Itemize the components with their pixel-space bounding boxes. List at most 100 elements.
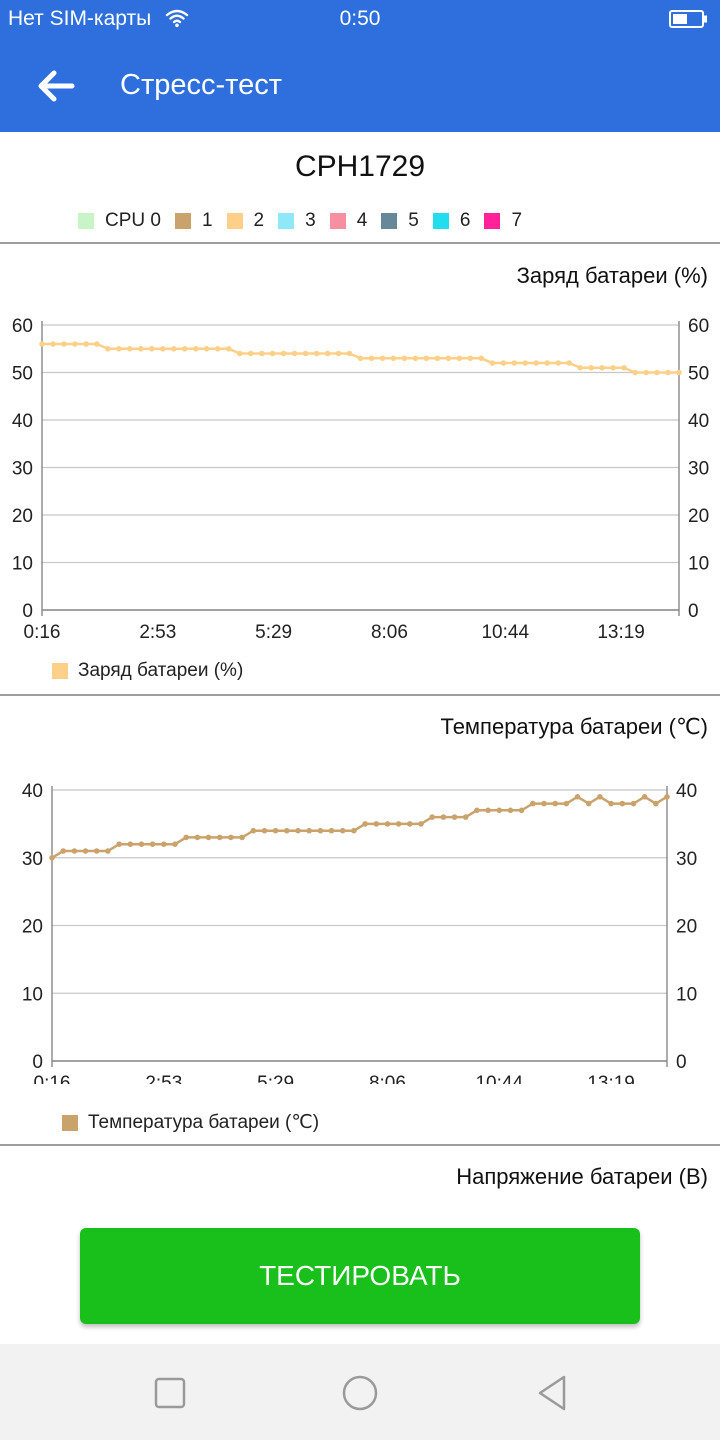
charge-chart-data-point [643, 369, 649, 376]
charge-chart-data-point [423, 355, 430, 362]
charge-chart-data-point [193, 346, 199, 352]
temperature-chart-legend: Температура батареи (℃) [62, 1111, 319, 1134]
temperature-chart: 0 0 10 10 20 20 30 30 40 40 0:16 2:53 5:29 8:06 10:44 1… [22, 781, 697, 1084]
temperature-chart-x-tick: 10:44 [475, 1073, 523, 1084]
temperature-chart-data-point [82, 848, 89, 854]
cpu-legend-label: 3 [305, 210, 316, 231]
charge-chart-y-tick-left: 20 [12, 506, 33, 527]
cpu-legend-swatch [226, 213, 243, 229]
cpu-legend-label: CPU 0 [105, 210, 161, 231]
temperature-chart-data-point [418, 821, 424, 827]
temperature-chart-data-point [619, 800, 626, 807]
charge-chart-data-point [456, 355, 463, 362]
charge-chart-y-tick-right: 50 [688, 364, 709, 385]
divider [0, 1144, 720, 1146]
temperature-chart-data-point [362, 821, 368, 827]
temperature-chart-data-point [585, 800, 592, 807]
cpu-legend-label: 5 [408, 210, 419, 231]
temperature-chart-data-point [194, 834, 201, 841]
charge-chart-data-point [225, 346, 232, 352]
charge-chart-y-tick-right: 60 [688, 316, 709, 337]
charge-chart-data-point [390, 355, 397, 362]
wifi-icon [165, 9, 189, 28]
cpu-legend-swatch [381, 213, 398, 229]
charge-chart-data-point [599, 365, 605, 371]
temperature-legend-swatch [62, 1114, 78, 1131]
temperature-chart-data-point [373, 821, 380, 827]
charge-chart-x-tick: 10:44 [481, 622, 529, 643]
status-bar: Нет SIM-карты 0:50 [0, 0, 720, 38]
temperature-chart-data-point [306, 827, 313, 834]
charge-chart-data-point [368, 355, 375, 362]
charge-chart-data-point [522, 360, 528, 366]
temperature-chart-x-tick: 5:29 [257, 1073, 294, 1084]
divider [0, 694, 720, 696]
charge-chart-data-point [72, 341, 78, 347]
temperature-chart-data-point [395, 821, 402, 827]
charge-chart-data-point [632, 369, 638, 376]
temperature-chart-data-point [116, 841, 122, 847]
cpu-legend: CPU 0 1 2 3 4 5 6 7 [78, 208, 536, 234]
charge-chart-data-point [214, 346, 221, 352]
cpu-legend-item: 2 [226, 210, 265, 232]
temperature-chart-x-tick: 2:53 [145, 1073, 182, 1084]
temperature-chart-data-point [518, 807, 525, 814]
cpu-legend-item: 7 [484, 210, 522, 232]
home-circle-icon[interactable] [335, 1368, 385, 1418]
charge-chart-data-point [346, 350, 353, 357]
back-arrow-icon[interactable] [30, 60, 82, 112]
battery-icon [669, 10, 707, 28]
cpu-legend-item: 6 [432, 210, 471, 232]
charge-chart-data-point [379, 355, 386, 362]
charge-chart-y-tick-right: 30 [688, 459, 709, 480]
charge-chart-data-point [357, 355, 364, 362]
test-button[interactable]: ТЕСТИРОВАТЬ [80, 1228, 640, 1324]
cpu-legend-label: 2 [253, 210, 265, 231]
temperature-chart-data-point [228, 834, 234, 841]
temperature-chart-data-point [127, 841, 134, 847]
charge-chart-data-point [654, 369, 660, 376]
charge-chart-y-tick-left: 10 [12, 554, 33, 575]
charge-chart-data-point [533, 360, 539, 366]
charge-chart-data-point [116, 346, 122, 352]
charge-chart-data-point [50, 341, 56, 347]
cpu-legend-swatch [329, 213, 346, 229]
temperature-chart-data-point [597, 794, 603, 800]
charge-chart-data-point [269, 350, 276, 357]
temperature-chart-data-point [407, 821, 413, 827]
charge-legend-label: Заряд батареи (%) [78, 660, 244, 681]
temperature-chart-y-tick-right: 30 [676, 849, 697, 870]
temperature-chart-data-point [161, 841, 167, 847]
charge-chart-data-point [160, 346, 166, 352]
temperature-chart-data-point [451, 814, 458, 820]
temperature-chart-data-point [440, 814, 447, 820]
temperature-chart-data-point [317, 827, 324, 834]
temperature-chart-y-tick-left: 20 [22, 917, 43, 938]
charge-chart-data-point [500, 360, 507, 366]
temperature-chart-data-point [93, 848, 100, 854]
cpu-legend-item: 3 [278, 210, 316, 232]
temperature-chart-data-point [250, 827, 257, 834]
temperature-chart-data-point [653, 800, 659, 807]
cpu-legend-label: 6 [459, 210, 471, 231]
charge-chart-x-tick: 2:53 [139, 622, 176, 643]
charge-chart-data-point [149, 346, 155, 352]
cpu-legend-label: 4 [356, 210, 368, 231]
temperature-chart-data-point [608, 800, 614, 807]
temperature-chart-data-point [138, 841, 145, 847]
temperature-chart-data-point [205, 834, 212, 841]
charge-chart-data-point [61, 341, 67, 347]
content-scroll[interactable]: CPH1729 CPU 0 1 2 3 4 5 6 7 Заряд батареи (%) 0… [0, 132, 720, 1344]
charge-chart-data-point [302, 350, 309, 357]
charge-chart: 0 0 10 10 20 20 30 30 40 40 50 50 60 60 0:16 2:53 5:29 8:… [12, 316, 709, 643]
charge-chart-data-point [621, 365, 627, 371]
temperature-chart-data-point [71, 848, 78, 854]
back-triangle-icon[interactable] [528, 1368, 578, 1418]
charge-chart-data-point [555, 360, 561, 366]
temperature-section-title: Температура батареи (℃) [440, 714, 708, 739]
charge-chart-data-point [291, 350, 298, 357]
charge-chart-data-point [105, 346, 111, 352]
temperature-chart-data-point [496, 807, 503, 814]
charge-chart-data-point [324, 350, 331, 357]
recents-square-icon[interactable] [145, 1368, 195, 1418]
